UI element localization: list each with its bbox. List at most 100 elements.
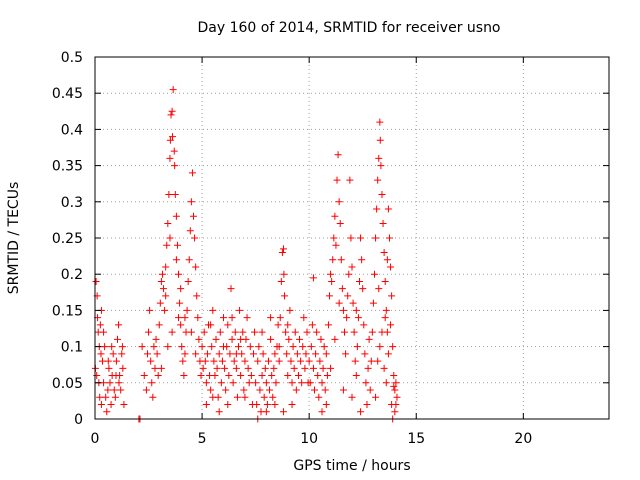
data-point [373,205,381,213]
data-point [347,234,355,242]
data-point [318,408,326,416]
data-points [91,86,401,423]
data-point [162,263,170,271]
data-point [188,169,196,177]
data-point [239,328,247,336]
data-point [171,162,179,170]
data-point [178,343,186,351]
data-point [164,220,172,228]
data-point [380,248,388,256]
data-point [384,205,392,213]
data-point [327,270,335,278]
data-point [163,241,171,249]
data-point [218,357,226,365]
data-point [237,372,245,380]
data-point [314,372,322,380]
data-point [117,386,125,394]
data-point [375,154,383,162]
data-point [334,151,342,159]
data-point [102,393,110,401]
data-point [227,285,235,293]
data-point [354,314,362,322]
data-point [342,350,350,358]
data-point [251,328,259,336]
data-point [261,364,269,372]
data-point [358,256,366,264]
data-point [262,408,270,416]
axis-ticks: 0 0.05 0.1 0.15 0.2 0.25 0.3 0.35 0.4 0.45 0.5 0 5 10… [52,50,609,447]
data-point [324,321,332,329]
data-point [184,277,192,285]
data-point [282,328,290,336]
data-point [391,386,399,394]
data-point [119,364,127,372]
data-point [258,328,266,336]
data-point [100,328,108,336]
y-tick-label: 0.35 [52,159,83,175]
data-point [194,314,202,322]
data-point [279,245,287,253]
data-point [255,343,263,351]
data-point [379,220,387,228]
data-point [321,386,329,394]
data-point [353,343,361,351]
data-point [226,350,234,358]
y-tick-label: 0.45 [52,86,83,102]
data-point [179,357,187,365]
data-point [160,285,168,293]
data-point [384,350,392,358]
data-point [316,357,324,365]
data-point [208,343,216,351]
data-point [232,364,240,372]
data-point [303,328,311,336]
data-point [236,306,244,314]
data-point [187,198,195,206]
data-point [387,321,395,329]
data-point [237,335,245,343]
data-point [284,321,292,329]
data-point [382,379,390,387]
data-point [283,350,291,358]
data-point [156,299,164,307]
data-point [229,379,237,387]
data-point [181,314,189,322]
data-point [322,350,330,358]
data-point [363,401,371,409]
data-point [113,335,121,343]
x-tick-label: 20 [514,431,532,447]
data-point [275,357,283,365]
data-point [278,248,286,256]
data-point [268,372,276,380]
data-point [390,382,398,390]
data-point [359,285,367,293]
data-point [357,234,365,242]
data-point [118,343,126,351]
data-point [390,372,398,380]
data-point [224,401,232,409]
data-point [364,364,372,372]
data-point [157,277,165,285]
data-point [260,393,268,401]
data-point [200,328,208,336]
data-point [147,357,155,365]
data-point [348,263,356,271]
data-point [96,321,104,329]
data-point [338,285,346,293]
data-point [166,154,174,162]
data-point [277,277,285,285]
data-point [328,277,336,285]
data-point [327,364,335,372]
data-point [264,357,272,365]
data-point [192,350,200,358]
data-point [331,212,339,220]
data-point [360,321,368,329]
data-point [181,350,189,358]
data-point [170,147,178,155]
data-point [266,386,274,394]
data-point [331,335,339,343]
data-point [100,379,108,387]
data-point [108,343,116,351]
data-point [209,393,217,401]
data-point [381,314,389,322]
data-point [148,379,156,387]
